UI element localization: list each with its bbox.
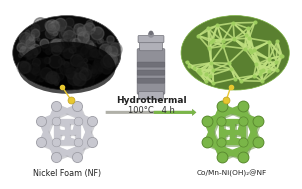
Text: Nickel Foam (NF): Nickel Foam (NF) xyxy=(33,169,101,178)
Ellipse shape xyxy=(13,15,121,90)
FancyBboxPatch shape xyxy=(138,36,164,43)
FancyBboxPatch shape xyxy=(137,49,165,94)
Text: Hydrothermal: Hydrothermal xyxy=(116,96,186,105)
FancyBboxPatch shape xyxy=(139,91,163,99)
Circle shape xyxy=(149,31,153,34)
Ellipse shape xyxy=(18,42,116,94)
FancyBboxPatch shape xyxy=(137,70,165,75)
FancyBboxPatch shape xyxy=(137,62,165,67)
Circle shape xyxy=(149,32,153,37)
FancyBboxPatch shape xyxy=(137,78,165,83)
Text: 100°C   4 h: 100°C 4 h xyxy=(127,106,175,115)
Ellipse shape xyxy=(181,15,289,90)
FancyBboxPatch shape xyxy=(140,40,162,51)
Text: Co/Mn-Ni(OH)₂@NF: Co/Mn-Ni(OH)₂@NF xyxy=(197,170,267,177)
